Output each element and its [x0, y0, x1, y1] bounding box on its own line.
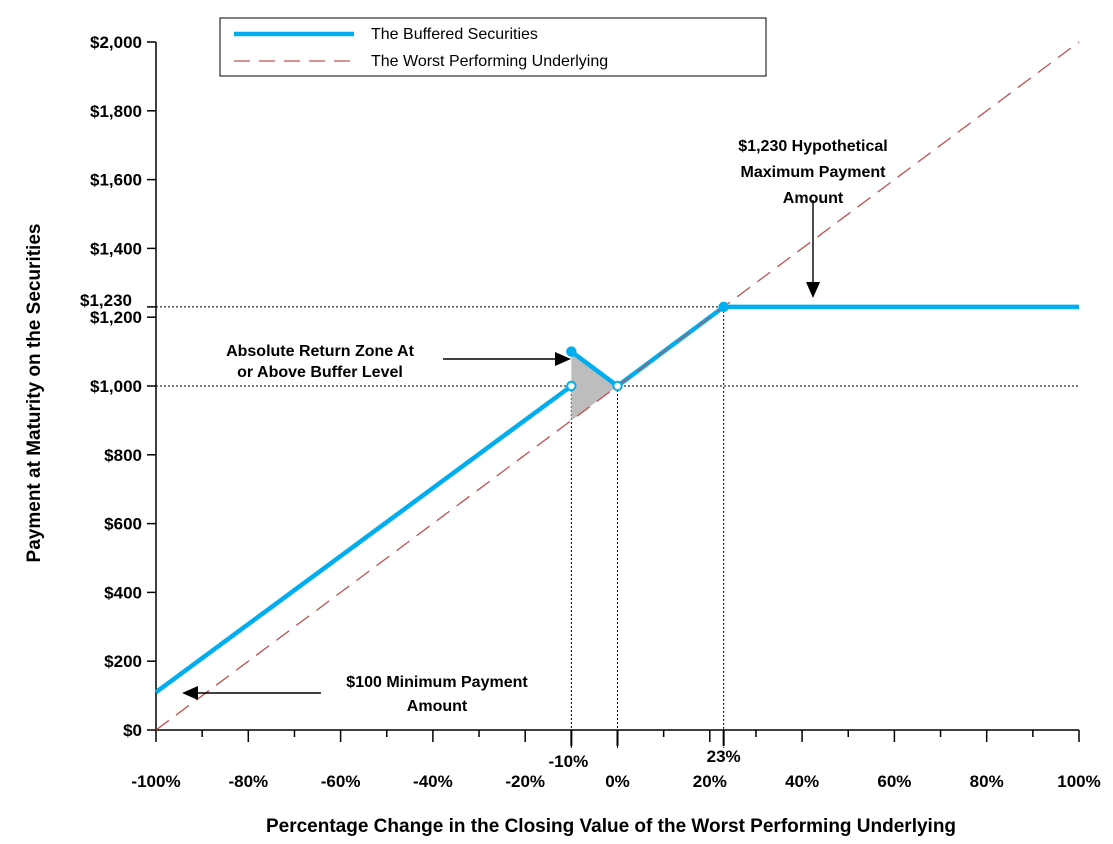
- max-payment-annotation-line: Amount: [783, 190, 844, 207]
- markers: [566, 301, 729, 392]
- max-payment-arrow-head: [806, 282, 820, 298]
- absolute-return-arrow-head: [555, 352, 571, 366]
- y-tick-label: $0: [123, 721, 142, 740]
- y-tick-label: $1,800: [90, 102, 142, 121]
- y-tick-label: $1,200: [90, 308, 142, 327]
- y-tick-label: $2,000: [90, 33, 142, 52]
- data-marker: [718, 301, 729, 313]
- x-tick-label: 20%: [693, 772, 727, 791]
- x-tick-label-special: -10%: [549, 752, 589, 771]
- y-tick-label: $800: [104, 446, 142, 465]
- series-0-segment-0: [154, 384, 573, 694]
- x-tick-label-special: 23%: [707, 747, 741, 766]
- absolute-return-annotation-line: Absolute Return Zone At: [226, 343, 415, 360]
- x-tick-label: -100%: [131, 772, 180, 791]
- x-tick-label: 60%: [877, 772, 911, 791]
- absolute-return-arrow: [443, 352, 571, 366]
- min-payment-annotation-line: $100 Minimum Payment: [346, 674, 528, 691]
- y-tick-label: $200: [104, 652, 142, 671]
- max-payment-annotation-line: $1,230 Hypothetical: [738, 138, 887, 155]
- data-marker: [566, 346, 577, 357]
- x-tick-label: -20%: [505, 772, 545, 791]
- max-payment-arrow: [806, 200, 820, 298]
- legend-label-underlying: The Worst Performing Underlying: [371, 53, 608, 70]
- x-tick-label: 100%: [1057, 772, 1100, 791]
- annotations: $1,230 Hypothetical Maximum Payment Amount…: [182, 138, 888, 715]
- x-tick-label: -40%: [413, 772, 453, 791]
- shaded-zone: [571, 351, 618, 421]
- axes: $0 $200 $400 $600 $800 $1,000 $1,200 $1,400 $1,6…: [80, 33, 1101, 791]
- y-tick-label-special: $1,230: [80, 291, 132, 310]
- x-tick-label-special: 0%: [605, 772, 630, 791]
- y-tick-label: $1,000: [90, 377, 142, 396]
- x-tick-label: -60%: [321, 772, 361, 791]
- y-tick-label: $400: [104, 583, 142, 602]
- y-tick-label: $1,600: [90, 171, 142, 190]
- legend: The Buffered Securities The Worst Perform…: [219, 17, 767, 77]
- absolute-return-zone: [571, 351, 618, 421]
- x-tick-label: -80%: [228, 772, 268, 791]
- min-payment-arrow: [182, 686, 321, 700]
- legend-label-buffered: The Buffered Securities: [371, 26, 538, 43]
- y-tick-label: $1,400: [90, 239, 142, 258]
- min-payment-annotation-line: Amount: [407, 698, 468, 715]
- min-payment-arrow-head: [182, 686, 198, 700]
- absolute-return-annotation-line: or Above Buffer Level: [237, 364, 403, 381]
- data-marker: [612, 380, 623, 392]
- x-tick-label: 40%: [785, 772, 819, 791]
- x-tick-label: 80%: [970, 772, 1004, 791]
- y-tick-label: $600: [104, 515, 142, 534]
- legend-box: [219, 17, 767, 77]
- y-axis-title: Payment at Maturity on the Securities: [24, 224, 45, 563]
- data-marker: [566, 380, 577, 392]
- x-axis-title: Percentage Change in the Closing Value o…: [266, 816, 956, 837]
- max-payment-annotation-line: Maximum Payment: [741, 164, 887, 181]
- series-0-segment-1: [570, 304, 1079, 389]
